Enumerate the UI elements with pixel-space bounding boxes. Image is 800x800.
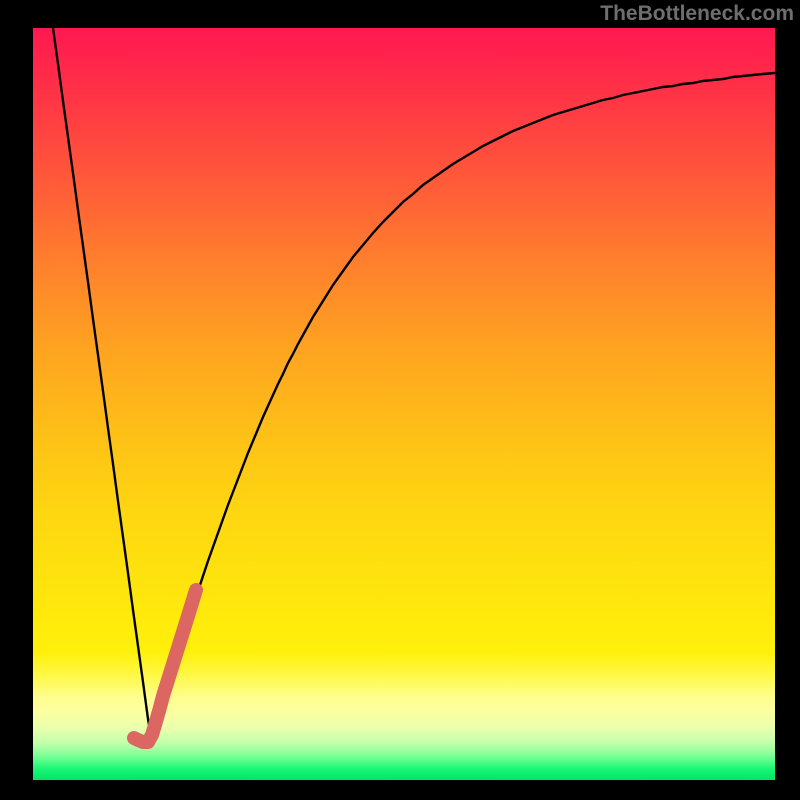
watermark-text: TheBottleneck.com bbox=[600, 2, 794, 26]
bottleneck-chart bbox=[33, 28, 775, 780]
gradient-background bbox=[33, 28, 775, 780]
